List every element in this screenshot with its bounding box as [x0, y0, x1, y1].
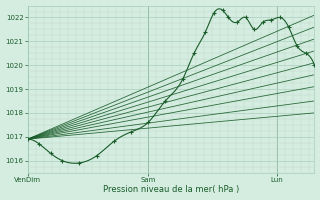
X-axis label: Pression niveau de la mer( hPa ): Pression niveau de la mer( hPa )	[103, 185, 239, 194]
